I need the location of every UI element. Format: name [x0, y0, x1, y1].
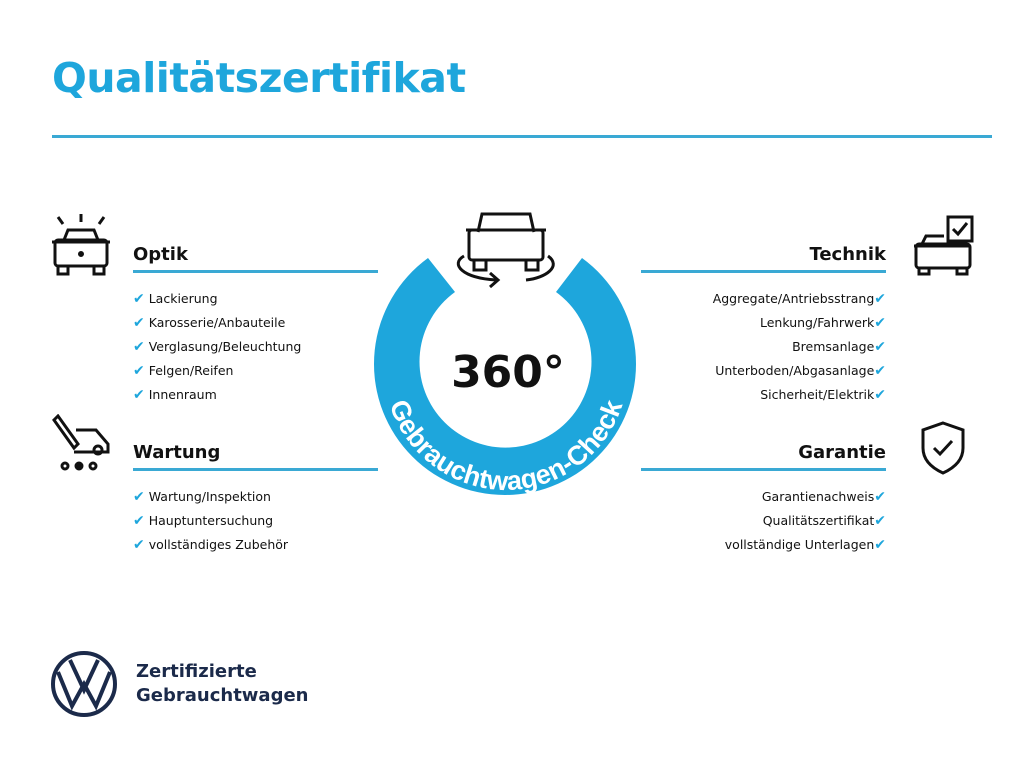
check-icon: ✔ [874, 291, 886, 307]
check-icon: ✔ [874, 363, 886, 379]
check-icon: ✔ [133, 489, 145, 505]
item-label: Unterboden/Abgasanlage [715, 363, 875, 378]
checklist-item: ✔ Innenraum [133, 383, 378, 407]
section-garantie: Garantie Garantienachweis✔ Qualitätszerti… [641, 440, 886, 557]
item-label: Aggregate/Antriebsstrang [712, 291, 875, 306]
title-divider [52, 135, 992, 138]
item-label: Sicherheit/Elektrik [760, 387, 875, 402]
check-icon: ✔ [133, 315, 145, 331]
check-icon: ✔ [133, 513, 145, 529]
checklist-item: Bremsanlage✔ [641, 335, 886, 359]
item-label: Bremsanlage [792, 339, 875, 354]
section-heading: Technik [809, 244, 886, 265]
section-heading: Garantie [798, 442, 886, 463]
brand-line-2: Gebrauchtwagen [136, 685, 309, 706]
section-heading: Wartung [133, 442, 221, 463]
checklist-item: ✔ Hauptuntersuchung [133, 509, 378, 533]
item-label: Felgen/Reifen [148, 363, 234, 378]
item-label: Wartung/Inspektion [148, 489, 271, 504]
check-icon: ✔ [133, 291, 145, 307]
item-label: Lenkung/Fahrwerk [760, 315, 875, 330]
section-divider [641, 270, 886, 273]
check-icon: ✔ [874, 387, 886, 403]
check-icon: ✔ [874, 489, 886, 505]
check-icon: ✔ [133, 363, 145, 379]
check-icon: ✔ [874, 537, 886, 553]
item-label: vollständige Unterlagen [724, 537, 875, 552]
checklist-item: ✔ Karosserie/Anbauteile [133, 311, 378, 335]
item-label: Lackierung [148, 291, 218, 306]
check-icon: ✔ [874, 513, 886, 529]
page-title: Qualitätszertifikat [52, 54, 466, 102]
brand-text: Zertifizierte Gebrauchtwagen [136, 660, 308, 708]
section-technik: Technik Aggregate/Antriebsstrang✔ Lenkung… [641, 242, 886, 407]
360-check-badge: Gebrauchtwagen-Check 360° [374, 212, 636, 496]
car-rotate-icon [456, 212, 555, 289]
brand-line-1: Zertifizierte [136, 661, 257, 682]
item-label: Hauptuntersuchung [148, 513, 274, 528]
item-label: vollständiges Zubehör [148, 537, 289, 552]
item-label: Verglasung/Beleuchtung [148, 339, 302, 354]
checklist-item: Aggregate/Antriebsstrang✔ [641, 287, 886, 311]
checklist-item: ✔ Wartung/Inspektion [133, 485, 378, 509]
section-divider [133, 270, 378, 273]
car-service-icon [52, 414, 110, 471]
check-icon: ✔ [133, 339, 145, 355]
check-icon: ✔ [874, 315, 886, 331]
checklist-item: Unterboden/Abgasanlage✔ [641, 359, 886, 383]
item-label: Karosserie/Anbauteile [148, 315, 286, 330]
checklist-item: Garantienachweis✔ [641, 485, 886, 509]
item-label: Qualitätszertifikat [762, 513, 875, 528]
check-icon: ✔ [133, 387, 145, 403]
section-optik: Optik ✔ Lackierung ✔ Karosserie/Anbauteil… [133, 242, 378, 407]
car-checklist-icon [914, 215, 974, 276]
section-wartung: Wartung ✔ Wartung/Inspektion ✔ Hauptunter… [133, 440, 378, 557]
degrees-label: 360° [451, 347, 565, 398]
shield-check-icon [921, 421, 965, 475]
check-icon: ✔ [874, 339, 886, 355]
item-label: Innenraum [148, 387, 217, 402]
checklist-item: ✔ Felgen/Reifen [133, 359, 378, 383]
check-icon: ✔ [133, 537, 145, 553]
section-divider [133, 468, 378, 471]
vw-logo [51, 651, 117, 717]
checklist-item: ✔ Lackierung [133, 287, 378, 311]
checklist-item: Lenkung/Fahrwerk✔ [641, 311, 886, 335]
checklist-item: vollständige Unterlagen✔ [641, 533, 886, 557]
checklist-item: ✔ Verglasung/Beleuchtung [133, 335, 378, 359]
checklist-item: Sicherheit/Elektrik✔ [641, 383, 886, 407]
section-divider [641, 468, 886, 471]
checklist-item: Qualitätszertifikat✔ [641, 509, 886, 533]
ring-arc [374, 258, 636, 495]
item-label: Garantienachweis [761, 489, 875, 504]
car-lights-icon [52, 214, 110, 276]
section-heading: Optik [133, 244, 188, 265]
checklist-item: ✔ vollständiges Zubehör [133, 533, 378, 557]
